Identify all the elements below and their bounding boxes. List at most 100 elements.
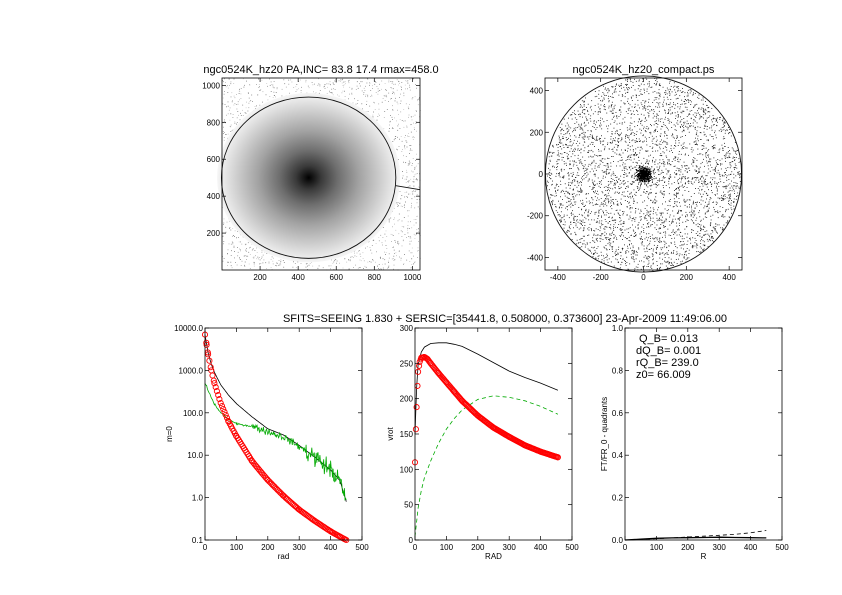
position-angle-line: [395, 185, 421, 191]
plot-frame: [204, 327, 363, 541]
plot-frame: [414, 327, 573, 541]
galaxy-disk: [217, 92, 401, 263]
data-point: [213, 388, 220, 395]
annotation-text: z0= 66.009: [636, 369, 691, 381]
rmax-ellipse: [220, 96, 397, 259]
data-point: [208, 367, 215, 374]
y-tick-label: 300: [400, 324, 414, 333]
x-tick-label: 500: [355, 543, 369, 552]
x-tick-label: 100: [650, 543, 664, 552]
series-line-black: [204, 334, 347, 502]
data-point: [210, 377, 217, 384]
data-point: [414, 382, 421, 389]
y-tick-label: 50: [404, 501, 413, 510]
y-tick-label: 400: [207, 192, 221, 201]
panel-title: ngc0524K_hz20_compact.ps: [573, 64, 715, 76]
panel-disk-image: 200 400 600 800 1000 200 400 600 800 1000 ngc0524K…: [202, 64, 438, 282]
data-point: [223, 414, 231, 421]
x-tick-label: 200: [680, 273, 694, 282]
y-tick-label: -200: [527, 212, 544, 221]
plot-frame: [221, 77, 421, 271]
y-tick-label: 1000: [202, 81, 220, 90]
annotation-text: dQ_B= 0.001: [636, 345, 701, 357]
x-tick-label: 400: [324, 543, 338, 552]
x-tick-label: -400: [550, 273, 567, 282]
data-point: [554, 454, 561, 461]
x-tick-label: 100: [230, 543, 244, 552]
x-tick-label: 300: [503, 543, 517, 552]
x-axis-label: RAD: [485, 552, 502, 561]
y-tick-label: 800: [207, 118, 221, 127]
data-point: [218, 402, 226, 410]
y-tick-label: 0.8: [612, 366, 624, 375]
x-tick-label: 500: [565, 543, 579, 552]
data-point: [416, 362, 423, 369]
data-point: [222, 411, 229, 418]
y-tick-label: 1.0: [612, 324, 624, 333]
data-point: [211, 380, 218, 387]
y-tick-label: 0.2: [612, 494, 624, 503]
y-tick-label: 200: [530, 128, 544, 137]
y-tick-label: 200: [400, 395, 414, 404]
data-point: [215, 392, 222, 399]
y-tick-label: -400: [527, 253, 544, 262]
x-tick-label: 400: [722, 273, 736, 282]
data-point: [221, 408, 228, 415]
data-point: [209, 372, 216, 379]
y-tick-label: 0.6: [612, 409, 624, 418]
x-tick-label: 600: [330, 273, 344, 282]
y-tick-label: 0.1: [192, 536, 204, 545]
x-tick-label: 400: [291, 273, 305, 282]
y-axis-label: m=0: [165, 426, 174, 442]
x-tick-label: 100: [440, 543, 454, 552]
x-axis-label: R: [701, 552, 707, 561]
data-point: [203, 339, 210, 346]
y-tick-label: 250: [400, 359, 414, 368]
data-point: [264, 476, 271, 483]
x-tick-label: 1000: [403, 273, 421, 282]
x-tick-label: 0: [641, 273, 646, 282]
y-tick-label: 1000.0: [179, 366, 204, 375]
y-axis-label: FT/FR_0 - quadrants: [600, 397, 609, 471]
figure-title: SFITS=SEEING 1.830 + SERSIC=[35441.8, 0.…: [283, 313, 727, 325]
y-tick-label: 0.4: [612, 451, 624, 460]
x-tick-label: 500: [775, 543, 789, 552]
annotation-text: rQ_B= 239.0: [636, 357, 699, 369]
series-line-green: [204, 383, 347, 501]
x-tick-label: 0: [413, 543, 418, 552]
x-tick-label: 0: [623, 543, 628, 552]
data-point: [217, 399, 224, 407]
plot-frame: [624, 327, 783, 541]
y-tick-label: 600: [207, 155, 221, 164]
data-point: [212, 384, 219, 391]
y-axis-label: vrot: [386, 427, 395, 441]
x-tick-label: 200: [261, 543, 275, 552]
x-tick-label: 200: [471, 543, 485, 552]
y-tick-label: 0: [539, 170, 544, 179]
x-tick-label: 400: [744, 543, 758, 552]
panel-m0-profile: 0 100 200 300 400 500 0.1 1.0 10.0 100.0 1000.0 100…: [165, 324, 369, 561]
x-tick-label: 400: [534, 543, 548, 552]
series-line-dashed: [624, 530, 767, 541]
y-tick-label: 150: [400, 430, 414, 439]
x-tick-label: 300: [713, 543, 727, 552]
data-point: [207, 364, 214, 371]
data-point: [216, 396, 223, 403]
data-point: [415, 368, 422, 375]
y-tick-label: 0: [409, 536, 414, 545]
y-tick-label: 10.0: [187, 451, 203, 460]
residual-points: [546, 77, 741, 272]
y-tick-label: 200: [207, 229, 221, 238]
data-point: [278, 490, 285, 497]
y-tick-label: 1.0: [192, 494, 204, 503]
data-point: [205, 351, 212, 358]
x-tick-label: 0: [203, 543, 208, 552]
annotation-text: Q_B= 0.013: [639, 333, 698, 345]
data-point: [206, 357, 213, 364]
y-tick-label: 10000.0: [174, 324, 203, 333]
x-tick-label: 200: [681, 543, 695, 552]
data-point: [413, 404, 420, 411]
panel-compact-image: -400 -200 0 200 400 -400 -200 0 200 400 ngc0524K_h…: [527, 64, 743, 282]
data-point: [412, 426, 419, 433]
